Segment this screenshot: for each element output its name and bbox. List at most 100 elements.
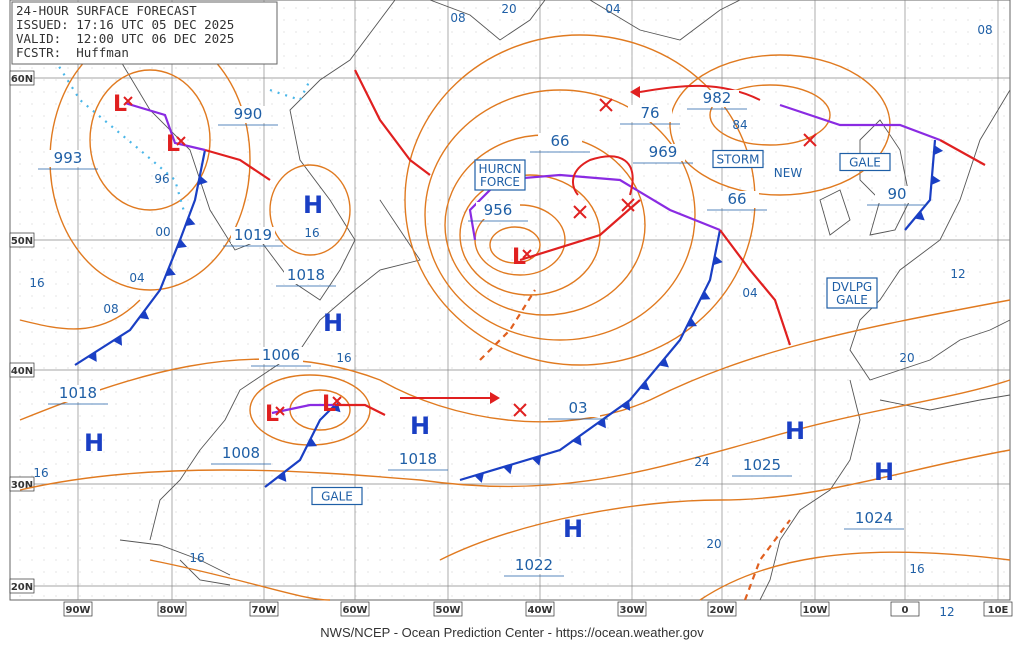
grid-dot — [787, 283, 789, 285]
grid-dot — [259, 367, 261, 369]
grid-dot — [1003, 415, 1005, 417]
grid-dot — [523, 223, 525, 225]
isobar — [89, 69, 211, 211]
isobar — [19, 299, 1011, 423]
grid-dot — [415, 583, 417, 585]
high-center: H — [303, 191, 323, 219]
grid-dot — [331, 535, 333, 537]
grid-dot — [643, 427, 645, 429]
grid-dot — [883, 355, 885, 357]
grid-dot — [595, 91, 597, 93]
grid-dot — [427, 151, 429, 153]
grid-dot — [91, 427, 93, 429]
grid-dot — [403, 355, 405, 357]
grid-dot — [907, 511, 909, 513]
grid-dot — [367, 331, 369, 333]
grid-dot — [739, 235, 741, 237]
grid-dot — [31, 355, 33, 357]
grid-dot — [691, 295, 693, 297]
grid-dot — [295, 535, 297, 537]
grid-dot — [283, 67, 285, 69]
grid-dot — [43, 259, 45, 261]
grid-dot — [931, 67, 933, 69]
grid-dot — [343, 343, 345, 345]
lat-label: 60N — [11, 74, 33, 85]
grid-dot — [343, 103, 345, 105]
grid-dot — [415, 247, 417, 249]
grid-dot — [535, 31, 537, 33]
grid-dot — [823, 499, 825, 501]
grid-dot — [739, 115, 741, 117]
grid-dot — [331, 211, 333, 213]
grid-dot — [43, 595, 45, 597]
grid-dot — [187, 91, 189, 93]
grid-dot — [547, 103, 549, 105]
grid-dot — [811, 355, 813, 357]
grid-dot — [943, 127, 945, 129]
grid-dot — [547, 7, 549, 9]
grid-dot — [967, 559, 969, 561]
grid-dot — [583, 319, 585, 321]
grid-dot — [907, 223, 909, 225]
grid-dot — [847, 487, 849, 489]
grid-dot — [415, 439, 417, 441]
grid-dot — [235, 535, 237, 537]
grid-dot — [79, 511, 81, 513]
grid-dot — [619, 547, 621, 549]
grid-dot — [319, 235, 321, 237]
grid-dot — [751, 19, 753, 21]
grid-dot — [139, 283, 141, 285]
grid-dot — [955, 535, 957, 537]
grid-dot — [187, 511, 189, 513]
grid-dot — [391, 451, 393, 453]
grid-dot — [607, 247, 609, 249]
grid-dot — [835, 559, 837, 561]
grid-dot — [391, 583, 393, 585]
grid-dot — [103, 355, 105, 357]
grid-dot — [115, 511, 117, 513]
grid-dot — [403, 115, 405, 117]
grid-dot — [199, 247, 201, 249]
grid-dot — [367, 355, 369, 357]
grid-dot — [739, 7, 741, 9]
grid-dot — [787, 175, 789, 177]
grid-dot — [139, 307, 141, 309]
grid-dot — [871, 223, 873, 225]
grid-dot — [67, 271, 69, 273]
grid-dot — [295, 19, 297, 21]
grid-dot — [355, 235, 357, 237]
grid-dot — [955, 187, 957, 189]
grid-dot — [943, 511, 945, 513]
grid-dot — [967, 511, 969, 513]
grid-dot — [595, 355, 597, 357]
grid-dot — [751, 283, 753, 285]
coastline — [429, 0, 546, 41]
isobar-label: 16 — [304, 226, 319, 240]
header-box — [11, 1, 278, 65]
grid-dot — [703, 403, 705, 405]
grid-dot — [331, 523, 333, 525]
grid-dot — [535, 283, 537, 285]
grid-dot — [739, 415, 741, 417]
grid-dot — [367, 223, 369, 225]
grid-dot — [487, 139, 489, 141]
grid-dot — [799, 391, 801, 393]
grid-dot — [91, 259, 93, 261]
grid-dot — [43, 91, 45, 93]
grid-dot — [139, 295, 141, 297]
grid-dot — [763, 7, 765, 9]
grid-dot — [55, 499, 57, 501]
grid-dot — [163, 295, 165, 297]
grid-dot — [403, 79, 405, 81]
grid-dot — [487, 115, 489, 117]
grid-dot — [679, 475, 681, 477]
grid-dot — [151, 439, 153, 441]
axis-label-box — [157, 601, 187, 617]
grid-dot — [859, 535, 861, 537]
grid-dot — [631, 247, 633, 249]
grid-dot — [115, 343, 117, 345]
grid-dot — [163, 139, 165, 141]
grid-dot — [823, 463, 825, 465]
grid-dot — [559, 571, 561, 573]
grid-dot — [955, 355, 957, 357]
